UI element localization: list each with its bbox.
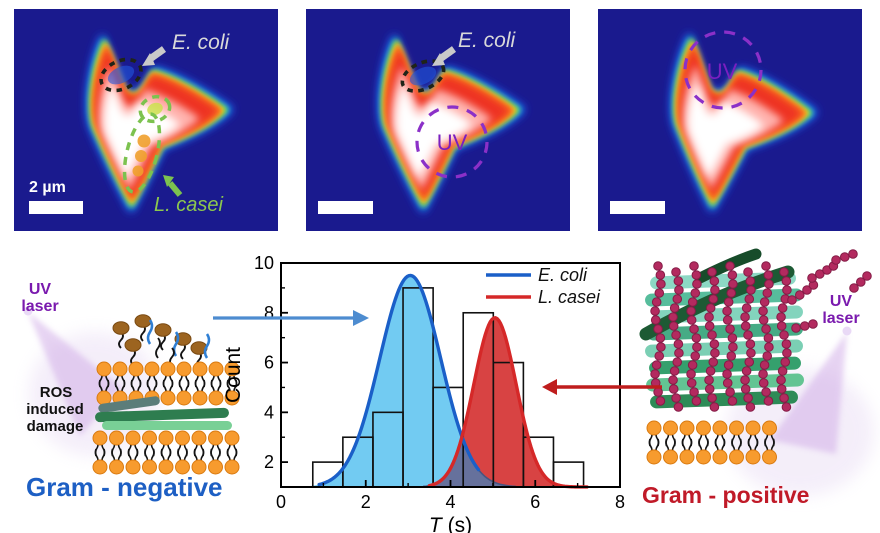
ecoli-outline-dashed: [99, 57, 143, 93]
lcasei-cell: [132, 165, 144, 177]
uv-spot-circle: [415, 105, 489, 179]
ros-label-line2: induced: [26, 401, 84, 418]
teichoic-acid-chain: [650, 261, 666, 406]
legend-label: E. coli: [538, 265, 588, 285]
uv-laser-label-line2: laser: [21, 298, 58, 315]
teichoic-acid-chain: [831, 249, 858, 265]
x-tick-label: 0: [276, 492, 286, 512]
x-axis-label: T (s): [429, 514, 472, 533]
y-tick-label: 2: [264, 452, 274, 472]
teichoic-acid-chain: [704, 267, 720, 412]
teichoic-acid-chain: [668, 267, 684, 412]
lipid-row: [92, 448, 240, 475]
ecoli-fit-area: [306, 275, 514, 487]
confocal-panel-1: E. coli L. casei 2 µm: [14, 9, 278, 231]
lps-blob: [134, 314, 152, 328]
teichoic-acid-chain: [722, 261, 738, 406]
y-tick-label: 10: [254, 253, 274, 273]
lcasei-fit-area: [422, 317, 568, 487]
lipid-row: [96, 379, 240, 406]
uv-laser-label-line1: UV: [830, 293, 853, 310]
teichoic-acid-chain: [807, 261, 839, 283]
peptidoglycan-rod: [102, 421, 232, 430]
ros-label-line3: damage: [27, 418, 84, 435]
ecoli-label: E. coli: [172, 31, 231, 54]
gram-positive-caption: Gram - positive: [642, 482, 809, 508]
ecoli-pointer-arrowhead: [353, 310, 369, 326]
teichoic-acid-chain: [758, 261, 774, 406]
ecoli-cell-shadow: [107, 65, 135, 85]
ecoli-cell-shadow: [409, 66, 437, 86]
lps-blob: [124, 338, 142, 352]
teichoic-acid-chain: [849, 271, 872, 293]
polymer-squiggle: [146, 319, 154, 345]
peptidoglycan-rod: [95, 407, 229, 423]
teichoic-acid-chain: [686, 261, 702, 406]
x-tick-label: 8: [615, 492, 625, 512]
lps-blob: [112, 321, 130, 335]
ecoli-outline-dashed: [400, 59, 446, 93]
x-tick-label: 4: [445, 492, 455, 512]
lipid-row: [646, 438, 777, 465]
lcasei-arrowhead: [163, 175, 174, 187]
scalebar-label: 2 µm: [29, 179, 66, 196]
y-axis-label: Count: [222, 347, 245, 403]
confocal-panel-3: UV: [598, 9, 862, 231]
peptidoglycan-rod: [645, 339, 803, 358]
legend-label: L. casei: [538, 287, 601, 307]
y-tick-label: 8: [264, 303, 274, 323]
uv-spot-circle: [683, 30, 763, 110]
uv-laser-label-line2: laser: [822, 310, 859, 327]
gram-negative-membrane: [92, 314, 240, 475]
lcasei-fit-curve: [427, 316, 589, 489]
uv-laser-label-line1: UV: [29, 281, 52, 298]
scalebar: [29, 201, 83, 214]
confocal-panel-2: E. coli UV: [306, 9, 570, 231]
lcasei-outline-dashed: [122, 112, 162, 194]
lcasei-label: L. casei: [154, 194, 223, 216]
lcasei-cell: [137, 134, 151, 148]
ros-label-line1: ROS: [40, 384, 73, 401]
lps-blob: [154, 323, 172, 337]
gram-negative-caption: Gram - negative: [26, 472, 223, 502]
teichoic-acid-chain: [776, 267, 792, 412]
laser-beam: [28, 312, 122, 436]
laser-beam: [770, 332, 847, 454]
gram-positive-schematic: UV laser Gram - positive: [639, 248, 874, 508]
peptidoglycan-rod: [650, 390, 798, 409]
scalebar: [318, 201, 373, 214]
uv-label: UV: [437, 130, 468, 155]
lcasei-pointer-arrowhead: [542, 379, 557, 395]
teichoic-acid-chain: [740, 267, 756, 412]
gram-negative-schematic: UV laser ROS induced damage Gram - negat…: [21, 281, 240, 502]
laser-tip: [842, 326, 852, 336]
y-tick-label: 6: [264, 353, 274, 373]
ecoli-arrowhead: [432, 53, 445, 66]
lcasei-outline-dashed-top: [138, 94, 172, 124]
uv-label: UV: [707, 59, 738, 84]
ecoli-fit-curve: [317, 273, 481, 487]
lcasei-cell: [135, 150, 147, 162]
scalebar: [610, 201, 665, 214]
laser-tip: [23, 306, 33, 316]
polymer-squiggle: [203, 333, 211, 359]
lcasei-cell-glow: [147, 102, 163, 116]
lcasei-arrow: [167, 181, 183, 197]
y-tick-label: 4: [264, 402, 274, 422]
gram-positive-wall: [639, 248, 872, 465]
x-tick-label: 6: [530, 492, 540, 512]
ecoli-arrowhead: [142, 53, 155, 66]
confocal-panels-row: E. coli L. casei 2 µm E. coli UV UV: [14, 9, 862, 231]
teichoic-acid-chain: [791, 319, 818, 333]
ecoli-arrow: [437, 46, 457, 62]
ecoli-arrow: [147, 46, 167, 62]
bottom-row: UV laser ROS induced damage Gram - negat…: [21, 248, 874, 533]
teichoic-acid-chain: [787, 280, 819, 305]
ecoli-label: E. coli: [458, 29, 517, 52]
x-tick-label: 2: [361, 492, 371, 512]
polymer-squiggle: [155, 337, 161, 359]
peptidoglycan-rod: [98, 396, 160, 413]
